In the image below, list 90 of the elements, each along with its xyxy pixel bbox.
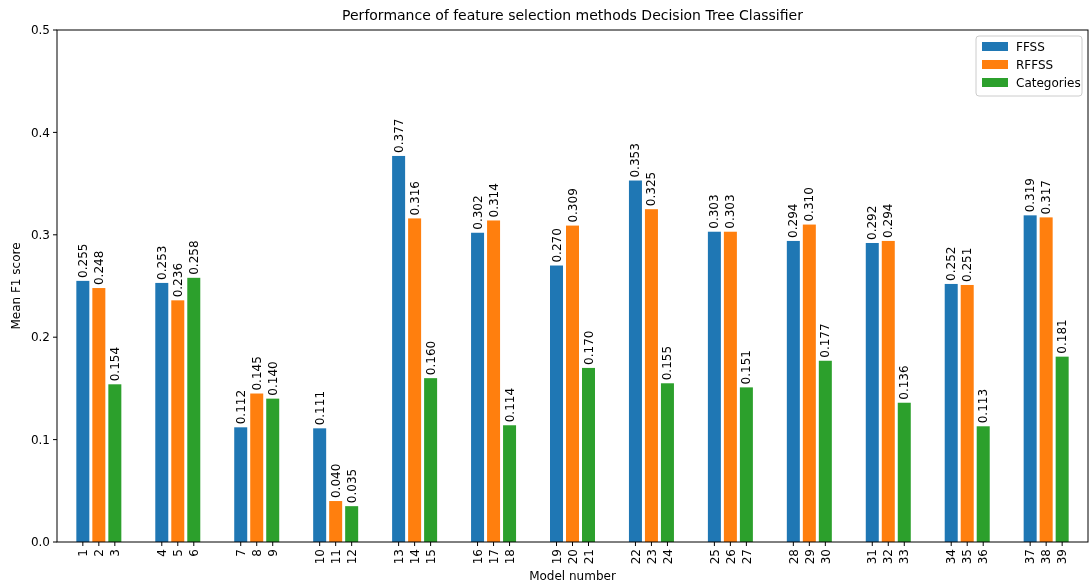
x-tick-label: 37: [1023, 549, 1038, 565]
x-tick-label: 24: [660, 549, 675, 565]
data-label: 0.294: [786, 203, 801, 238]
x-tick-label: 14: [407, 549, 422, 565]
x-tick-label: 32: [881, 549, 896, 565]
x-tick-label: 30: [818, 549, 833, 565]
x-tick-label: 25: [707, 549, 722, 565]
x-tick-label: 28: [786, 549, 801, 565]
x-tick-label: 17: [486, 549, 501, 565]
y-tick-label: 0.4: [30, 125, 50, 140]
x-tick-label: 16: [470, 549, 485, 565]
data-label: 0.145: [249, 356, 264, 391]
data-label: 0.353: [628, 143, 643, 178]
data-label: 0.377: [391, 118, 406, 153]
data-label: 0.258: [186, 240, 201, 275]
x-tick-label: 10: [312, 549, 327, 565]
x-tick-label: 2: [92, 549, 107, 557]
x-tick-label: 9: [265, 549, 280, 557]
legend-label: FFSS: [1016, 40, 1045, 55]
data-label: 0.270: [549, 228, 564, 263]
x-tick-label: 13: [391, 549, 406, 565]
x-tick-label: 15: [423, 549, 438, 565]
y-tick-label: 0.1: [30, 432, 50, 447]
x-tick-label: 36: [976, 549, 991, 565]
data-label: 0.111: [312, 390, 327, 426]
x-tick-label: 34: [944, 549, 959, 565]
x-tick-label: 38: [1039, 549, 1054, 565]
y-tick-label: 0.5: [30, 23, 50, 38]
data-label: 0.181: [1055, 319, 1070, 354]
data-label: 0.325: [644, 171, 659, 207]
data-label: 0.114: [502, 387, 517, 423]
data-label: 0.154: [107, 346, 122, 382]
legend-label: RFFSS: [1016, 58, 1054, 73]
data-label: 0.294: [881, 203, 896, 238]
x-tick-label: 7: [233, 549, 248, 557]
data-label: 0.317: [1039, 180, 1054, 215]
data-label: 0.112: [233, 389, 248, 425]
data-label: 0.248: [91, 250, 106, 286]
x-axis-title: Model number: [529, 569, 616, 583]
data-label: 0.113: [976, 388, 991, 424]
data-label: 0.035: [344, 468, 359, 504]
data-label: 0.251: [960, 247, 975, 282]
x-tick-label: 23: [644, 549, 659, 565]
data-label: 0.292: [865, 205, 880, 240]
x-tick-label: 6: [186, 549, 201, 557]
x-tick-label: 31: [865, 549, 880, 565]
data-label: 0.252: [944, 246, 959, 281]
x-tick-label: 35: [960, 549, 975, 565]
x-tick-label: 18: [502, 549, 517, 565]
data-label: 0.309: [565, 188, 580, 223]
x-tick-label: 21: [581, 549, 596, 565]
x-tick-label: 29: [802, 549, 817, 565]
data-label: 0.170: [581, 330, 596, 365]
data-label: 0.160: [423, 340, 438, 376]
x-tick-label: 39: [1055, 549, 1070, 565]
data-label: 0.303: [723, 194, 738, 229]
x-tick-label: 33: [897, 549, 912, 565]
x-tick-label: 26: [723, 549, 738, 565]
data-label: 0.151: [739, 350, 754, 385]
data-label: 0.155: [660, 345, 675, 381]
x-tick-label: 27: [739, 549, 754, 565]
data-label: 0.314: [486, 183, 501, 218]
y-tick-label: 0.2: [30, 330, 50, 345]
data-label: 0.136: [897, 365, 912, 400]
data-label: 0.253: [154, 245, 169, 280]
y-tick-label: 0.3: [30, 228, 50, 242]
x-tick-label: 1: [76, 549, 91, 557]
x-tick-label: 11: [328, 549, 343, 565]
x-tick-label: 5: [170, 549, 185, 557]
x-tick-label: 4: [154, 549, 169, 557]
legend-label: Categories: [1016, 76, 1081, 91]
data-label: 0.303: [707, 194, 722, 229]
y-tick-label: 0.0: [30, 535, 50, 550]
data-label: 0.140: [265, 361, 280, 396]
data-label: 0.316: [407, 181, 422, 216]
data-label: 0.319: [1023, 177, 1038, 213]
chart-title: Performance of feature selection methods Decision Tree Classifier: [342, 7, 804, 23]
x-tick-label: 20: [565, 549, 580, 565]
data-label: 0.255: [75, 243, 90, 278]
x-tick-label: 3: [108, 549, 123, 557]
data-label: 0.236: [170, 262, 185, 298]
x-tick-label: 22: [628, 549, 643, 565]
data-label: 0.040: [328, 463, 343, 499]
x-tick-label: 12: [344, 549, 359, 565]
x-tick-label: 19: [549, 549, 564, 565]
data-label: 0.177: [818, 323, 833, 358]
x-tick-label: 8: [249, 549, 264, 557]
data-label: 0.310: [802, 187, 817, 222]
y-axis-title: Mean F1 score: [9, 242, 23, 330]
data-label: 0.302: [470, 195, 485, 230]
